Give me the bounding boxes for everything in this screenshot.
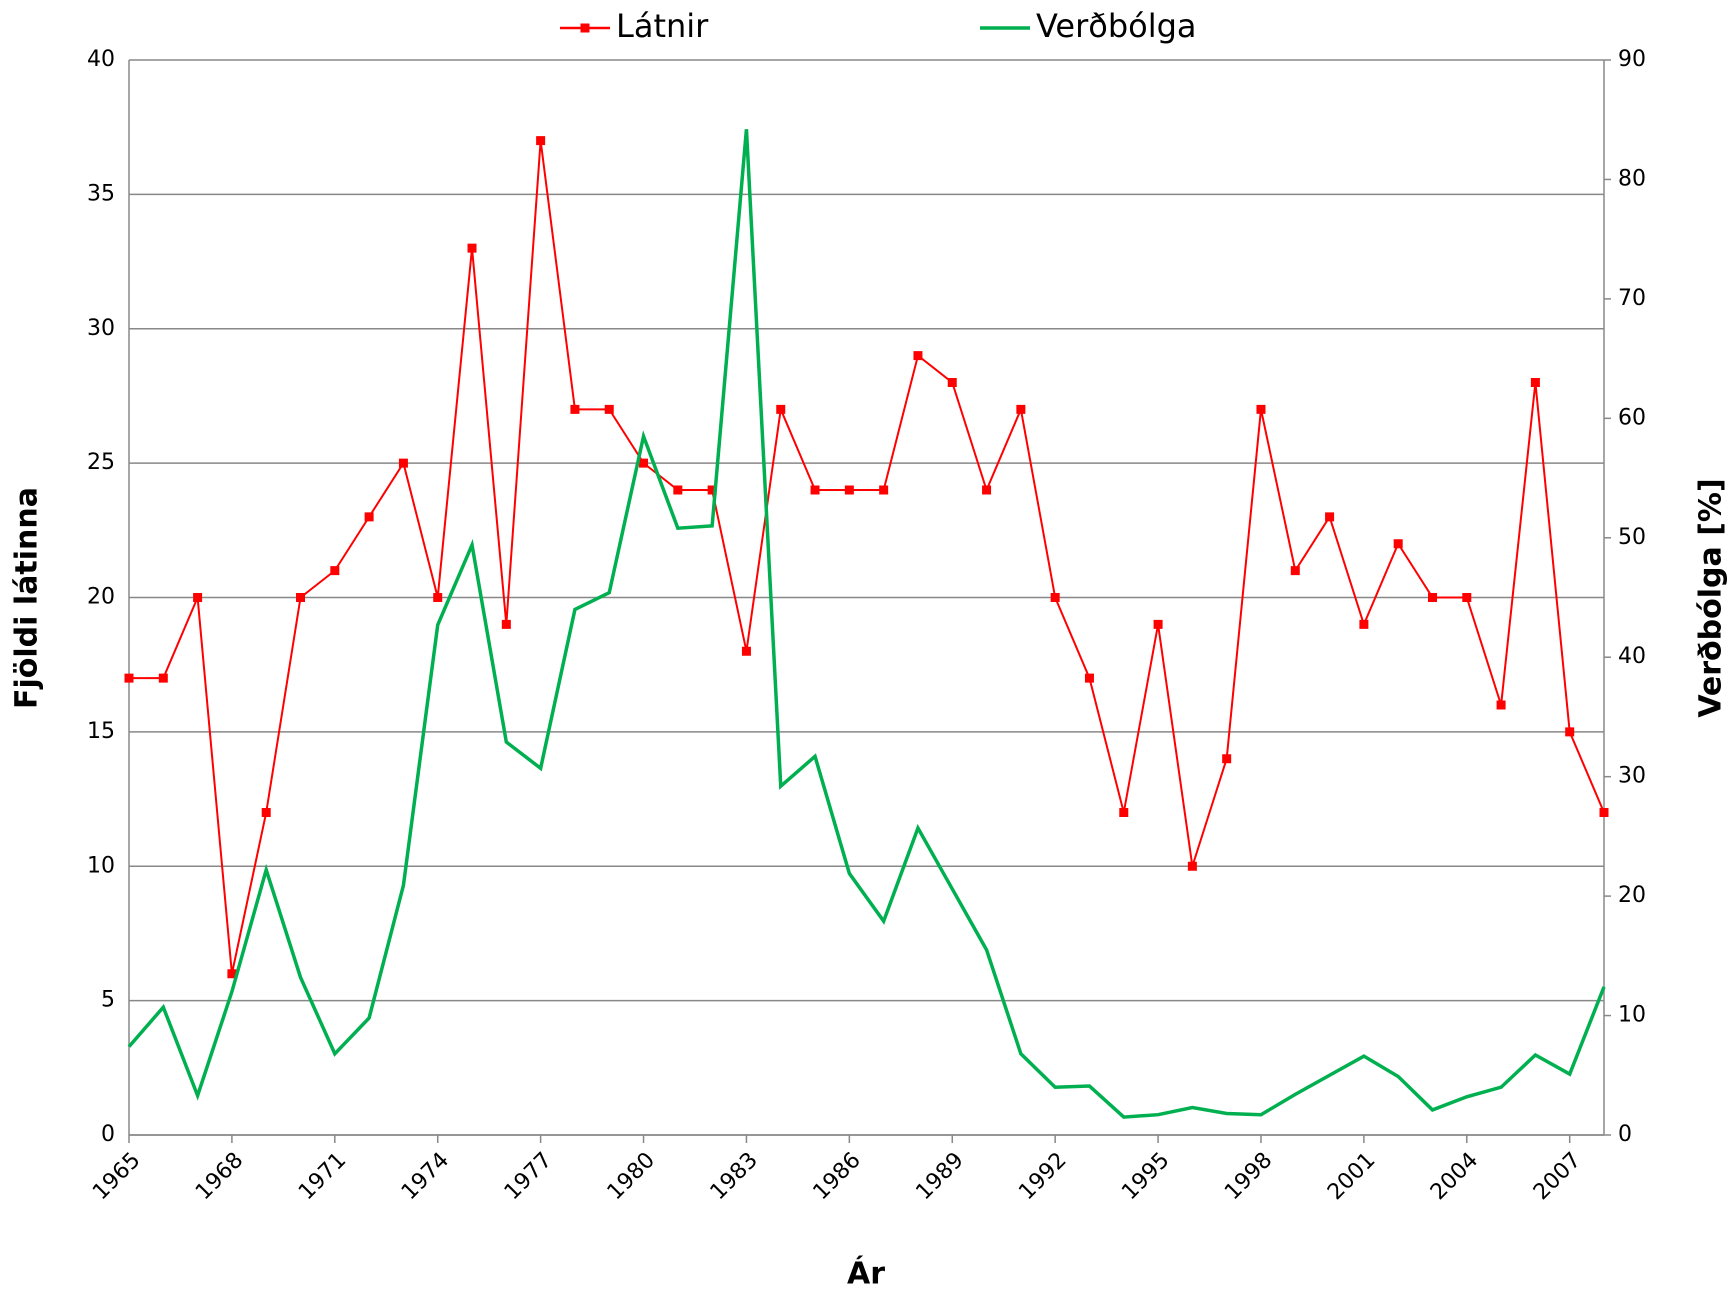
y2-tick-label: 60	[1618, 405, 1646, 430]
marker	[1290, 566, 1300, 576]
marker	[158, 673, 168, 683]
marker	[1565, 727, 1575, 737]
marker	[261, 808, 271, 817]
legend-label: Látnir	[616, 7, 709, 45]
marker	[879, 485, 889, 495]
marker	[364, 512, 374, 522]
marker	[1256, 404, 1266, 414]
y2-tick-label: 50	[1618, 525, 1646, 550]
marker	[1427, 593, 1437, 602]
x-tick-label: 1989	[911, 1148, 968, 1205]
marker	[1222, 754, 1232, 764]
y-tick-label: 25	[87, 450, 115, 475]
y-tick-label: 0	[101, 1122, 115, 1147]
y-tick-label: 30	[87, 316, 115, 341]
marker	[1496, 700, 1506, 710]
x-tick-label: 1968	[191, 1148, 248, 1205]
x-tick-label: 1986	[809, 1148, 866, 1205]
x-tick-label: 1992	[1014, 1148, 1071, 1205]
marker	[1325, 512, 1335, 522]
marker	[604, 404, 614, 414]
marker	[982, 485, 992, 495]
x-tick-label: 2004	[1426, 1148, 1483, 1205]
marker	[398, 458, 408, 468]
x-tick-label: 1974	[397, 1148, 454, 1205]
y2-tick-label: 10	[1618, 1003, 1646, 1028]
y-axis-label: Fjöldi látinna	[10, 487, 45, 709]
y2-tick-label: 40	[1618, 644, 1646, 669]
marker	[330, 566, 340, 576]
y-tick-label: 15	[87, 719, 115, 744]
marker	[296, 593, 306, 602]
y2-axis-label: Verðbólga [%]	[1694, 478, 1729, 717]
x-tick-label: 1971	[294, 1148, 351, 1205]
marker	[707, 485, 717, 495]
marker	[193, 593, 203, 602]
y-tick-label: 35	[87, 181, 115, 206]
marker	[1153, 619, 1163, 629]
marker	[536, 136, 546, 146]
marker	[1393, 539, 1403, 549]
marker	[673, 485, 683, 495]
marker	[810, 485, 820, 495]
marker	[844, 485, 854, 495]
y2-tick-label: 30	[1618, 764, 1646, 789]
marker	[639, 458, 649, 468]
legend-marker	[580, 23, 590, 33]
x-tick-label: 1995	[1117, 1148, 1174, 1205]
x-tick-label: 1983	[706, 1148, 763, 1205]
marker	[570, 404, 580, 414]
x-tick-label: 2007	[1529, 1148, 1586, 1205]
series-line	[129, 140, 1605, 974]
marker	[124, 673, 134, 683]
y-tick-label: 5	[101, 988, 115, 1013]
y-tick-label: 10	[87, 853, 115, 878]
y2-tick-label: 90	[1618, 47, 1646, 72]
y2-tick-label: 0	[1618, 1122, 1632, 1147]
marker	[1187, 861, 1197, 871]
marker	[227, 969, 237, 979]
marker	[1084, 673, 1094, 683]
x-axis-label: Ár	[847, 1256, 885, 1292]
marker	[1530, 378, 1540, 387]
y-tick-label: 40	[87, 47, 115, 72]
marker	[1016, 404, 1026, 414]
marker	[1119, 808, 1129, 817]
marker	[1462, 593, 1472, 602]
y2-tick-label: 20	[1618, 883, 1646, 908]
marker	[947, 378, 957, 387]
x-tick-label: 2001	[1323, 1148, 1380, 1205]
marker	[467, 243, 477, 253]
marker	[1599, 808, 1609, 817]
x-tick-label: 1977	[500, 1148, 557, 1205]
y2-tick-label: 70	[1618, 286, 1646, 311]
marker	[741, 646, 751, 656]
marker	[913, 351, 923, 361]
marker	[501, 619, 511, 629]
x-tick-label: 1965	[88, 1148, 145, 1205]
y2-tick-label: 80	[1618, 166, 1646, 191]
marker	[776, 404, 786, 414]
legend-label: Verðbólga	[1036, 7, 1197, 45]
x-tick-label: 1998	[1220, 1148, 1277, 1205]
marker	[1359, 619, 1369, 629]
marker	[1050, 593, 1060, 602]
marker	[433, 593, 443, 602]
series-line	[127, 129, 1606, 1119]
x-tick-label: 1980	[603, 1148, 660, 1205]
y-tick-label: 20	[87, 585, 115, 610]
